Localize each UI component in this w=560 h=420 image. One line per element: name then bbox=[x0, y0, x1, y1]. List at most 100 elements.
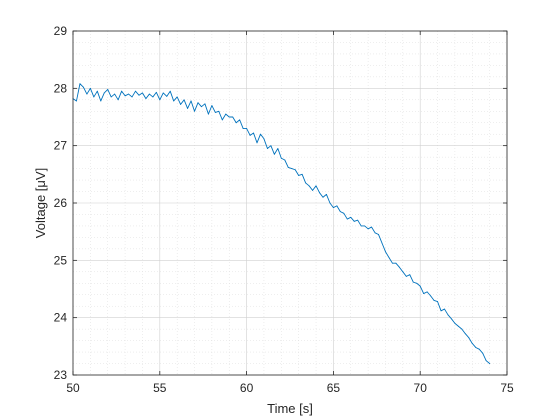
data-point bbox=[194, 110, 195, 112]
data-point bbox=[225, 113, 227, 115]
data-point bbox=[444, 308, 445, 310]
y-tick-label: 24 bbox=[54, 311, 68, 325]
data-point bbox=[308, 185, 310, 187]
data-point bbox=[440, 310, 442, 312]
data-point bbox=[148, 93, 150, 95]
data-point bbox=[409, 274, 411, 276]
data-point bbox=[131, 96, 133, 98]
data-point bbox=[437, 301, 439, 303]
x-axis-label: Time [s] bbox=[267, 401, 313, 416]
data-point bbox=[454, 322, 456, 324]
data-point bbox=[294, 169, 296, 171]
data-point bbox=[207, 113, 209, 115]
data-point bbox=[221, 119, 223, 121]
y-axis-label: Voltage [μV] bbox=[33, 168, 48, 238]
data-point bbox=[419, 285, 421, 287]
data-point bbox=[242, 128, 244, 129]
data-point bbox=[447, 314, 449, 316]
data-point bbox=[190, 100, 192, 102]
series-layer bbox=[72, 83, 491, 364]
data-point bbox=[329, 202, 331, 204]
data-point bbox=[391, 262, 393, 264]
data-point bbox=[423, 293, 425, 295]
data-point bbox=[169, 90, 171, 92]
data-point bbox=[159, 99, 161, 101]
data-point bbox=[398, 266, 400, 268]
data-point bbox=[249, 134, 251, 136]
data-point bbox=[256, 142, 258, 144]
data-point bbox=[253, 132, 254, 134]
data-point bbox=[246, 128, 248, 129]
data-point bbox=[211, 105, 213, 106]
data-point bbox=[405, 275, 407, 277]
data-point bbox=[218, 110, 220, 112]
data-point bbox=[273, 153, 275, 155]
data-point bbox=[346, 218, 348, 220]
data-point bbox=[263, 138, 265, 140]
data-point bbox=[433, 300, 435, 301]
data-point bbox=[235, 122, 237, 124]
data-point bbox=[412, 281, 414, 283]
data-point bbox=[402, 271, 404, 273]
data-point bbox=[107, 89, 109, 90]
data-point bbox=[319, 192, 320, 194]
data-point bbox=[204, 103, 206, 105]
data-point bbox=[374, 232, 376, 234]
tick-labels: 50 55 60 65 70 75 23 24 25 26 27 28 29 bbox=[54, 24, 514, 395]
data-point bbox=[183, 99, 185, 101]
data-point bbox=[478, 348, 480, 350]
data-point bbox=[332, 207, 334, 209]
data-point bbox=[395, 262, 397, 264]
data-point bbox=[121, 90, 123, 92]
data-point bbox=[135, 90, 136, 92]
data-point bbox=[367, 228, 369, 230]
data-point bbox=[457, 325, 459, 327]
data-point bbox=[239, 119, 241, 121]
data-point bbox=[475, 347, 477, 348]
data-point bbox=[76, 100, 77, 102]
data-point bbox=[166, 95, 168, 97]
data-point bbox=[371, 226, 373, 228]
data-point bbox=[287, 167, 289, 168]
data-point bbox=[381, 242, 383, 244]
data-point bbox=[291, 168, 293, 170]
axis-ticks bbox=[72, 30, 508, 376]
data-point bbox=[173, 100, 175, 102]
data-point bbox=[388, 257, 390, 258]
x-tick-label: 75 bbox=[500, 381, 514, 395]
data-point bbox=[89, 87, 91, 89]
data-point bbox=[378, 234, 379, 235]
data-point bbox=[93, 96, 95, 98]
data-point bbox=[277, 148, 279, 149]
x-tick-label: 65 bbox=[327, 381, 341, 395]
data-point bbox=[353, 220, 355, 222]
data-point bbox=[364, 225, 366, 227]
data-point bbox=[86, 93, 88, 95]
data-point bbox=[103, 92, 105, 94]
y-tick-label: 29 bbox=[54, 24, 68, 38]
data-point bbox=[471, 343, 473, 344]
data-point bbox=[176, 96, 178, 98]
data-point bbox=[79, 83, 81, 85]
data-point bbox=[322, 196, 324, 198]
y-tick-label: 25 bbox=[54, 253, 68, 267]
data-point bbox=[187, 107, 189, 109]
data-point bbox=[260, 133, 261, 135]
x-tick-label: 60 bbox=[240, 381, 254, 395]
data-point bbox=[426, 291, 428, 293]
data-point bbox=[489, 363, 491, 364]
data-point bbox=[451, 318, 452, 320]
data-point bbox=[430, 295, 432, 297]
data-point bbox=[312, 189, 314, 191]
data-point bbox=[232, 116, 234, 118]
data-point bbox=[468, 337, 470, 339]
y-tick-label: 27 bbox=[54, 139, 68, 153]
data-point bbox=[114, 93, 116, 95]
data-point bbox=[416, 282, 418, 284]
data-point bbox=[315, 185, 317, 187]
x-tick-label: 70 bbox=[414, 381, 428, 395]
data-point bbox=[464, 333, 466, 335]
data-point bbox=[298, 175, 300, 176]
x-tick-label: 55 bbox=[153, 381, 167, 395]
